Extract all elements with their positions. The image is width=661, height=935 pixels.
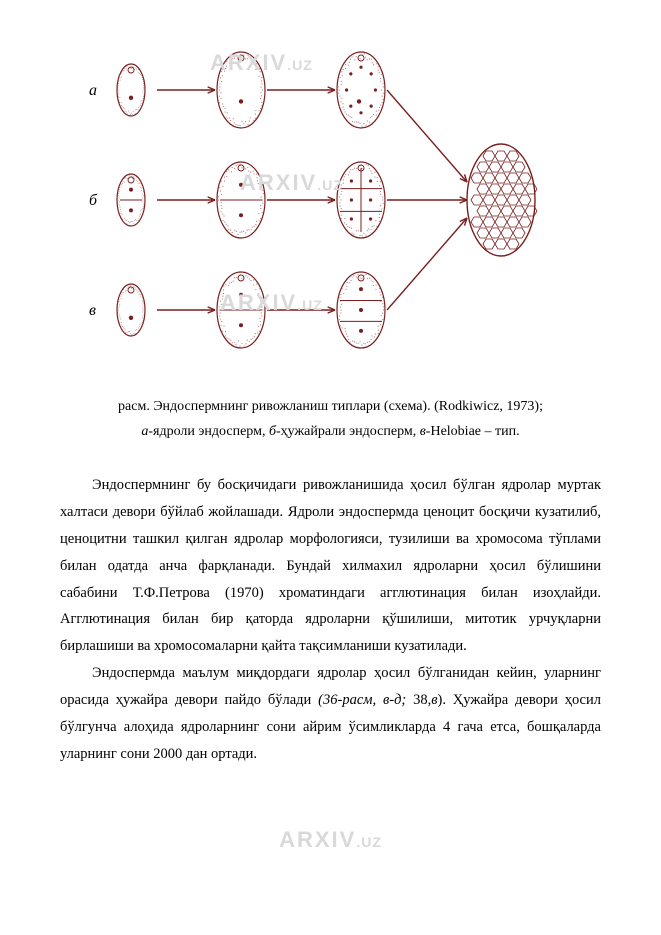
watermark: ARXIV.UZ (60, 827, 601, 853)
svg-text:в: в (89, 302, 96, 319)
caption-line-1: расм. Эндоспермнинг ривожланиш типлари (… (60, 394, 601, 419)
caption-line-2: а-ядроли эндосперм, б-ҳужайрали эндоспер… (60, 419, 601, 444)
paragraph-1: Эндоспермнинг бу босқичидаги ривожланиши… (60, 472, 601, 660)
figure-area: ARXIV.UZ ARXIV.UZ ARXIV.UZ абв (60, 40, 601, 370)
endosperm-diagram: а б в (71, 40, 591, 370)
svg-text:б: б (89, 192, 98, 209)
paragraph-2: Эндоспермда маълум миқдордаги ядролар ҳо… (60, 660, 601, 767)
body-text: Эндоспермнинг бу босқичидаги ривожланиши… (60, 472, 601, 767)
svg-text:а: а (89, 82, 97, 99)
figure-caption: расм. Эндоспермнинг ривожланиш типлари (… (60, 394, 601, 444)
